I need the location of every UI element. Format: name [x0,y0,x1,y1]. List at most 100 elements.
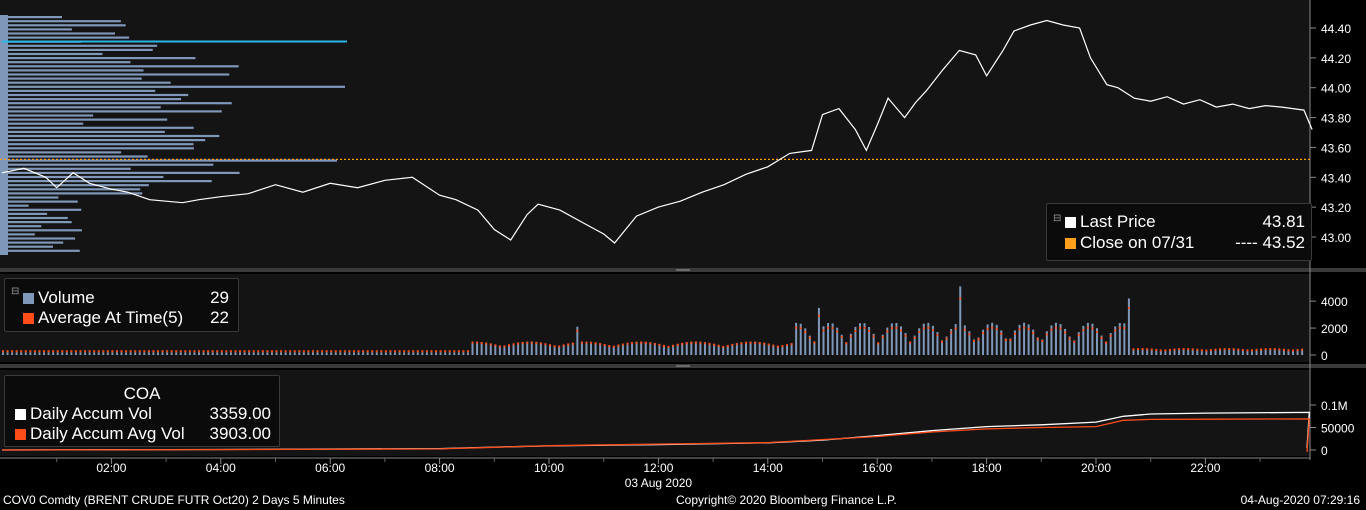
avg-dot [799,327,802,330]
accum-y-tick-label: 50000 [1321,422,1355,436]
avg-dot [658,343,661,346]
volume-bar [462,352,465,355]
avg-dot [1301,348,1304,351]
avg-dot [872,335,875,338]
volume-bar [248,352,251,355]
avg-dot [229,350,232,353]
volume-bar [899,326,902,355]
volume-bar [384,352,387,355]
volume-bar [995,324,998,355]
volume-bar [366,352,369,355]
volume-bar [239,352,242,355]
avg-dot [740,342,743,345]
avg-dot [211,350,214,353]
avg-dot [348,350,351,353]
avg-dot [612,345,615,348]
volume-bar [631,342,634,355]
volume-bar [1082,325,1085,355]
volume-bar [735,343,738,355]
avg-dot [102,350,105,353]
avg-dot [435,350,438,353]
volume-bar [553,346,556,355]
volume-bar [517,342,520,355]
volume-bar [111,352,114,355]
profile-bar [2,69,144,72]
volume-bar [877,342,880,355]
volume-bar [649,342,652,355]
volume-bar [1018,324,1021,355]
avg-dot [972,339,975,342]
volume-bar [398,352,401,355]
volume-bar [166,352,169,355]
avg-dot [626,342,629,345]
volume-bar [772,345,775,355]
volume-bar [1187,349,1190,355]
profile-bar [2,216,68,220]
profile-bar [2,118,168,121]
volume-bar [1264,349,1267,355]
avg-dot [831,327,834,330]
volume-bar [115,352,118,355]
avg-dot [786,344,789,347]
volume-bar [690,341,693,355]
avg-dot [1118,326,1121,329]
volume-bar [740,342,743,355]
profile-bar [2,249,80,252]
volume-bar [1196,350,1199,355]
accum-y-tick-label: 0 [1321,444,1328,458]
volume-bar [284,352,287,355]
volume-bar [1141,349,1144,355]
avg-dot [590,341,593,344]
volume-bar [175,352,178,355]
volume-bar [1004,338,1007,355]
avg-dot [849,335,852,338]
volume-bar [394,352,397,355]
avg-dot [2,350,4,353]
volume-bar [722,346,725,355]
profile-bar [2,81,171,84]
volume-bar [507,344,510,355]
avg-dot [863,326,866,329]
avg-dot [115,350,118,353]
volume-bar [1073,340,1076,355]
avg-dot [24,350,27,353]
avg-dot [521,341,524,344]
avg-dot [836,330,839,333]
volume-bar [653,343,656,355]
avg-dot [321,350,324,353]
avg-dot [1059,327,1062,330]
volume-bar [1105,341,1108,355]
volume-bar [854,326,857,355]
avg-dot [781,345,784,348]
volume-bar [412,352,415,355]
x-tick-label: 16:00 [862,461,892,475]
volume-bar [485,342,488,355]
volume-bar [918,328,921,355]
avg-dot [166,350,169,353]
avg-dot [462,350,465,353]
accum-avg-label: Daily Accum Avg Vol [30,424,185,443]
volume-bar [229,352,232,355]
volume-bar [977,337,980,355]
x-date-label: 03 Aug 2020 [625,476,693,490]
volume-bar [352,352,355,355]
avg-dot [795,326,798,329]
volume-bar [330,352,333,355]
avg-dot [457,350,460,353]
avg-dot [758,342,761,345]
last-price-swatch [1065,216,1076,228]
avg-dot [448,350,451,353]
avg-dot [1287,349,1290,352]
avg-dot [485,342,488,345]
avg-dot [635,341,638,344]
avg-dot [982,332,985,335]
avg-dot [343,350,346,353]
avg-dot [352,350,355,353]
volume-bar [1096,328,1098,355]
volume-bar [79,352,82,355]
avg-dot [731,343,734,346]
volume-bar [608,345,611,355]
volume-bar [29,352,32,355]
volume-bar [47,352,50,355]
avg-dot [275,350,278,353]
